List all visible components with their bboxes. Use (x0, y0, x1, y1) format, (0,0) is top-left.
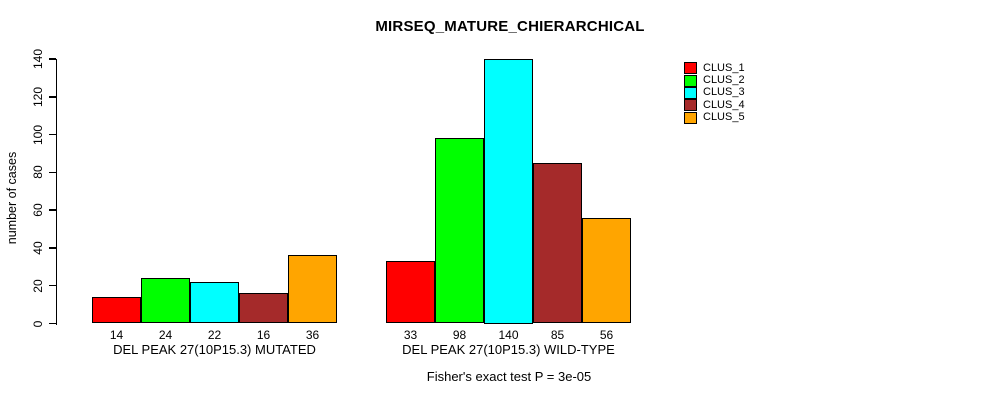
legend-item: CLUS_4 (684, 98, 745, 112)
bar-value-label: 98 (452, 327, 467, 342)
y-axis-tick-label: 0 (31, 320, 45, 327)
y-axis-tick-label: 20 (31, 279, 45, 293)
bar-value-label: 16 (256, 327, 271, 342)
bar-clus_1-group1 (92, 297, 141, 324)
legend-label: CLUS_1 (703, 61, 745, 74)
bar-clus_1-group2 (386, 261, 435, 324)
y-axis-tick (48, 96, 56, 98)
bar-clus_2-group2 (435, 138, 484, 324)
legend-swatch-clus_5 (684, 111, 697, 124)
bar-value-label: 14 (109, 327, 124, 342)
y-axis-tick (48, 209, 56, 211)
x-group-label: DEL PEAK 27(10P15.3) WILD-TYPE (402, 342, 615, 357)
y-axis-tick-label: 60 (31, 203, 45, 217)
legend-label: CLUS_2 (703, 74, 745, 87)
legend-item: CLUS_1 (684, 61, 745, 75)
bar-value-label: 22 (207, 327, 222, 342)
y-axis-tick (48, 133, 56, 136)
legend-swatch-clus_2 (684, 74, 697, 87)
y-axis-tick (48, 171, 56, 174)
x-group-label: DEL PEAK 27(10P15.3) MUTATED (113, 342, 316, 357)
y-axis-tick (48, 247, 56, 249)
bar-value-label: 24 (158, 327, 173, 342)
y-axis-line (55, 59, 57, 325)
bar-value-label: 36 (305, 327, 320, 342)
y-axis-tick-label: 100 (31, 124, 45, 145)
bar-value-label: 85 (550, 327, 565, 342)
legend-swatch-clus_3 (684, 86, 697, 99)
bar-clus_5-group2 (582, 217, 631, 324)
bar-clus_4-group2 (533, 162, 582, 324)
legend: CLUS_1 CLUS_2 CLUS_3 CLUS_4 CLUS_5 (684, 62, 745, 124)
y-axis-tick (48, 322, 56, 325)
y-axis-tick (48, 284, 56, 287)
legend-label: CLUS_5 (703, 111, 745, 124)
legend-item: CLUS_2 (684, 74, 745, 87)
y-axis-tick-label: 80 (31, 165, 45, 180)
bar-clus_2-group1 (141, 278, 190, 324)
y-axis-tick-label: 120 (31, 86, 45, 107)
y-axis-tick-label: 40 (31, 241, 45, 255)
bar-value-label: 33 (403, 327, 418, 342)
legend-swatch-clus_1 (684, 62, 697, 75)
bar-value-label: 56 (599, 327, 614, 342)
legend-item: CLUS_3 (684, 86, 745, 99)
fisher-test-caption: Fisher's exact test P = 3e-05 (426, 369, 592, 384)
legend-label: CLUS_4 (703, 98, 745, 111)
y-axis-tick-label: 140 (31, 48, 45, 70)
bar-clus_4-group1 (239, 293, 288, 324)
bar-clus_5-group1 (288, 255, 337, 324)
chart-title: MIRSEQ_MATURE_CHIERARCHICAL (375, 18, 645, 35)
bar-value-label: 140 (498, 327, 519, 342)
legend-item: CLUS_5 (684, 111, 745, 124)
legend-swatch-clus_4 (684, 99, 697, 112)
y-axis-tick (48, 58, 56, 60)
bar-clus_3-group2 (484, 59, 533, 324)
bar-clus_3-group1 (190, 281, 239, 324)
legend-label: CLUS_3 (703, 86, 745, 99)
